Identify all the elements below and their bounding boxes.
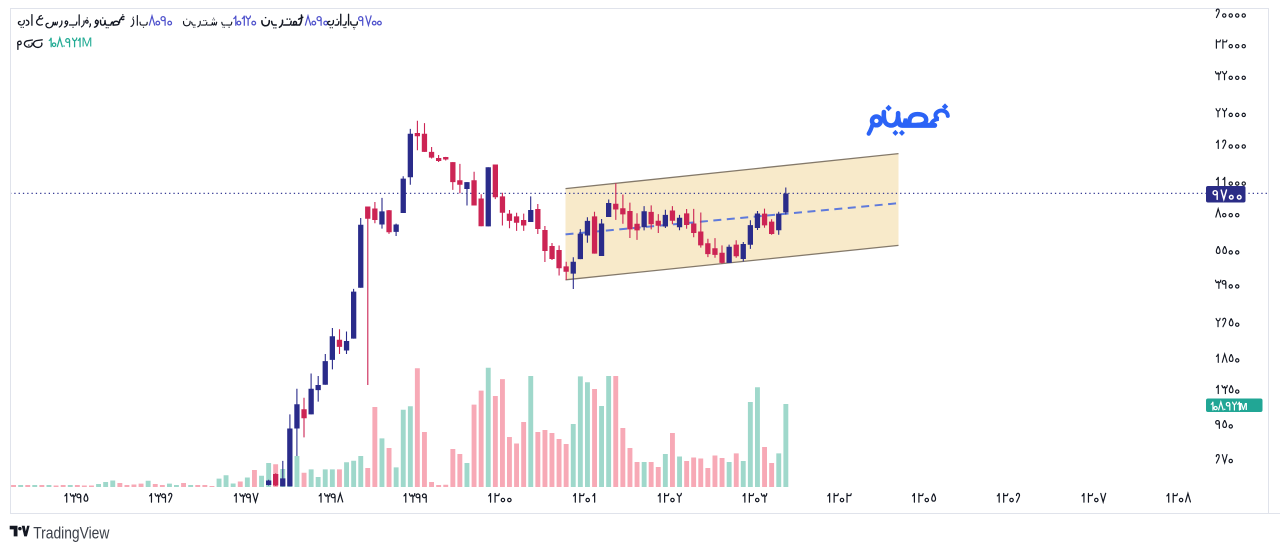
svg-text:TradingView: TradingView: [33, 524, 110, 542]
svg-text:M: M: [82, 35, 93, 50]
svg-text:M: M: [1239, 402, 1247, 413]
